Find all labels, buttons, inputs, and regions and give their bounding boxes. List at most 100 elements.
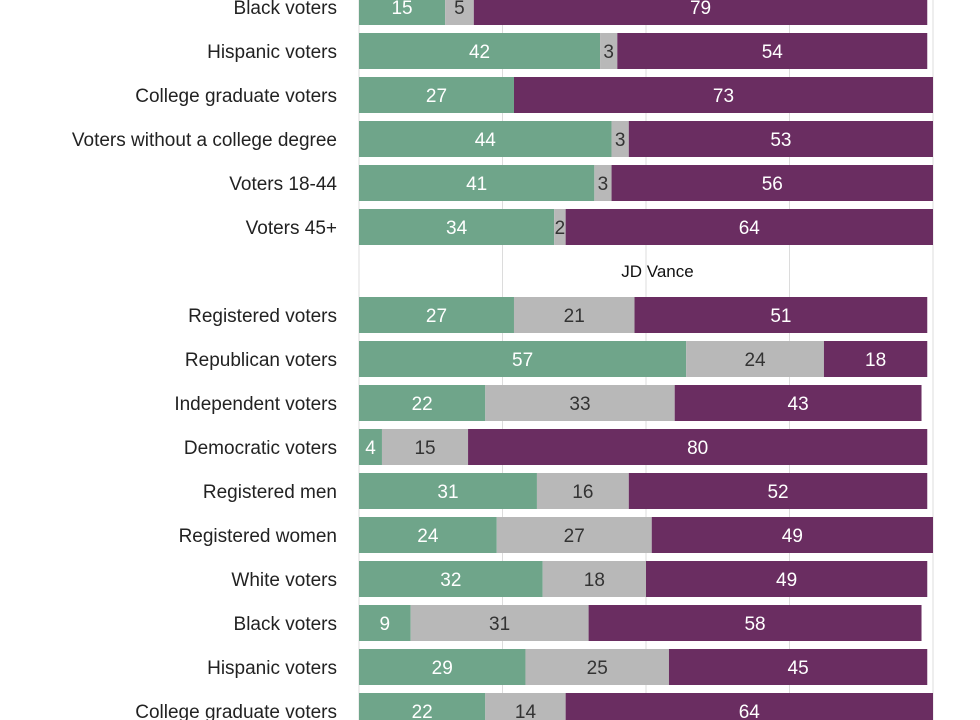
data-label: 16: [572, 482, 593, 503]
bar-segment: [359, 121, 612, 157]
data-label: 56: [762, 174, 783, 195]
data-label: 49: [782, 526, 803, 547]
data-label: 58: [744, 614, 765, 635]
category-label: Black voters: [234, 614, 337, 635]
bar-segment: [359, 0, 446, 25]
bar-segment: [600, 33, 618, 69]
category-label: Registered men: [203, 482, 337, 503]
data-label: 5: [454, 0, 465, 19]
category-label: College graduate voters: [135, 702, 337, 720]
bar-segment: [359, 341, 687, 377]
bar-segment: [359, 77, 514, 113]
bar-segment: [525, 649, 669, 685]
data-label: 27: [426, 86, 447, 107]
category-label: Voters 18-44: [229, 174, 337, 195]
bar-segment: [473, 0, 928, 25]
bar-segment: [628, 473, 928, 509]
category-label: Independent voters: [174, 394, 337, 415]
bar-segment: [617, 33, 928, 69]
data-label: 27: [426, 306, 447, 327]
bar-segment: [513, 297, 635, 333]
section-title: JD Vance: [621, 262, 693, 281]
data-label: 21: [564, 306, 585, 327]
data-label: 15: [391, 0, 412, 19]
data-label: 43: [788, 394, 809, 415]
bar-segment: [674, 385, 922, 421]
data-label: 64: [739, 702, 761, 720]
bar-segment: [668, 649, 928, 685]
bar-segment: [554, 209, 566, 245]
bar-segment: [565, 209, 933, 245]
bar-segment: [565, 693, 933, 720]
data-label: 57: [512, 350, 533, 371]
bar-segment: [359, 473, 537, 509]
bar-segment: [536, 473, 629, 509]
bar-segment: [594, 165, 612, 201]
bar-segment: [634, 297, 928, 333]
data-label: 32: [440, 570, 461, 591]
bar-segment: [686, 341, 824, 377]
category-label: Voters without a college degree: [72, 130, 337, 151]
data-label: 9: [380, 614, 391, 635]
bar-segment: [823, 341, 928, 377]
data-label: 27: [564, 526, 585, 547]
bar-segment: [359, 297, 514, 333]
data-label: 79: [690, 0, 711, 19]
bar-segment: [359, 693, 486, 720]
bar-segment: [496, 517, 652, 553]
category-label: Democratic voters: [184, 438, 337, 459]
labels-layer: Black voters 15 5 7 9 Hispanic voters 42 3 5 4 Col…: [72, 0, 886, 720]
data-label: 4: [365, 438, 376, 459]
bar-segment: [646, 561, 928, 597]
data-label: 51: [770, 306, 791, 327]
data-label: 64: [739, 218, 761, 239]
bar-segment: [485, 693, 566, 720]
data-label: 29: [432, 658, 453, 679]
bar-segment: [611, 121, 629, 157]
bar-segment: [359, 649, 526, 685]
category-label: Hispanic voters: [207, 658, 337, 679]
data-label: 41: [466, 174, 487, 195]
bar-segment: [359, 165, 595, 201]
data-label: 49: [776, 570, 797, 591]
bars-layer: [359, 0, 933, 720]
data-label: 18: [584, 570, 605, 591]
bar-segment: [359, 561, 543, 597]
data-label: 53: [770, 130, 791, 151]
data-label: 18: [865, 350, 886, 371]
category-label: Republican voters: [185, 350, 337, 371]
category-label: White voters: [231, 570, 337, 591]
bar-segment: [410, 605, 589, 641]
data-label: 3: [615, 130, 626, 151]
data-label: 14: [515, 702, 537, 720]
bar-segment: [445, 0, 474, 25]
bar-segment: [359, 209, 555, 245]
bar-segment: [359, 429, 382, 465]
bar-segment: [359, 385, 486, 421]
data-label: 33: [569, 394, 590, 415]
data-label: 24: [744, 350, 766, 371]
data-label: 42: [469, 42, 490, 63]
bar-segment: [359, 33, 601, 69]
bar-segment: [485, 385, 675, 421]
bar-segment: [359, 605, 411, 641]
data-label: 3: [603, 42, 614, 63]
category-label: Black voters: [234, 0, 337, 19]
bar-segment: [651, 517, 933, 553]
bar-segment: [628, 121, 933, 157]
data-label: 22: [412, 394, 433, 415]
data-label: 24: [417, 526, 439, 547]
data-label: 15: [414, 438, 435, 459]
data-label: 44: [475, 130, 497, 151]
category-label: Registered voters: [188, 306, 337, 327]
data-label: 3: [598, 174, 609, 195]
data-label: 52: [767, 482, 788, 503]
data-label: 31: [437, 482, 458, 503]
data-label: 45: [788, 658, 809, 679]
data-label: 80: [687, 438, 708, 459]
data-label: 25: [587, 658, 608, 679]
bar-segment: [513, 77, 933, 113]
bar-segment: [381, 429, 469, 465]
bar-segment: [359, 517, 497, 553]
